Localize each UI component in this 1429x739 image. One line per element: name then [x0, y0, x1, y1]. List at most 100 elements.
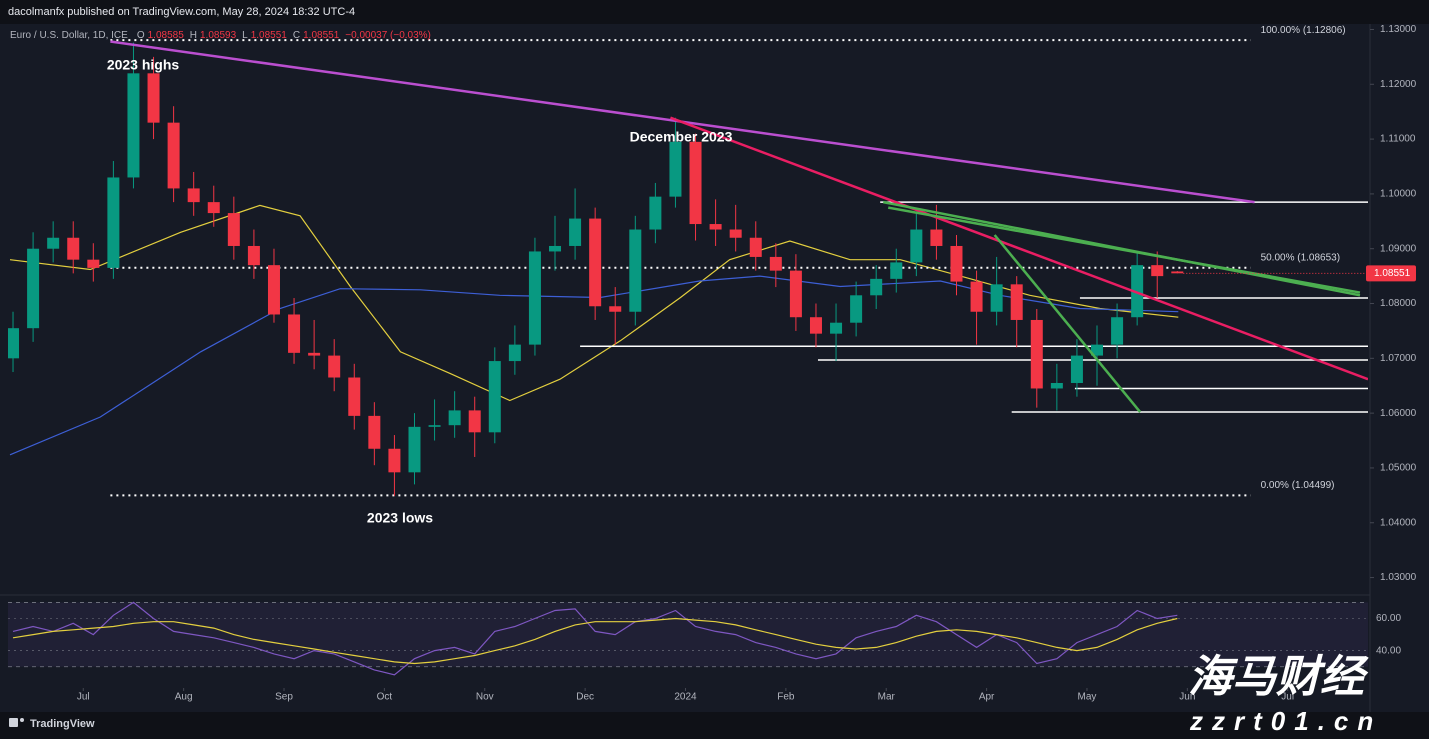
candle-body	[830, 322, 843, 334]
rsi-line	[12, 617, 1178, 665]
candle-body	[8, 328, 20, 359]
candle-body	[428, 425, 441, 427]
candle-body	[167, 122, 180, 189]
fib-label: 100.00% (1.12806)	[1261, 25, 1346, 36]
candle-body	[649, 196, 662, 230]
close-value: 1.08551	[303, 30, 340, 41]
candle-body	[267, 265, 280, 315]
annotation: 2023 highs	[107, 57, 180, 73]
candle-body	[107, 177, 120, 268]
rsi-band	[8, 602, 1368, 667]
open-value: 1.08585	[147, 30, 184, 41]
candle-body	[1151, 265, 1164, 277]
candle-body	[809, 317, 822, 334]
low-value: 1.08551	[250, 30, 287, 41]
price-panel: 100.00% (1.12806) 50.00% (1.08653) 0.00% (…	[8, 25, 1368, 497]
candle-body	[749, 237, 762, 257]
candle-body	[1070, 355, 1083, 383]
change: −0.00037 (−0.03%)	[345, 30, 431, 41]
trendline	[888, 206, 1361, 294]
watermark-url: zzrt01.cn	[1189, 706, 1382, 736]
candle-body	[629, 229, 642, 312]
candle-body	[1050, 382, 1063, 389]
candle-body	[47, 237, 60, 249]
annotation: December 2023	[630, 129, 733, 145]
candle-body	[468, 410, 481, 433]
candle-body	[328, 355, 341, 378]
candle-body	[1030, 319, 1043, 389]
author-line: dacolmanfx published on TradingView.com,…	[8, 6, 356, 18]
candle-body	[789, 270, 802, 318]
high-value: 1.08593	[200, 30, 237, 41]
candle-body	[227, 213, 240, 246]
annotation: 2023 lows	[367, 510, 433, 526]
candle-body	[1010, 284, 1023, 320]
x-tick-label: Feb	[777, 692, 795, 703]
y-tick-label: 1.05000	[1380, 463, 1417, 474]
candle-body	[288, 314, 301, 353]
candle-body	[609, 306, 622, 312]
y-tick-label: 1.13000	[1380, 24, 1417, 35]
x-tick-label: Oct	[377, 692, 393, 703]
candle-body	[127, 73, 140, 178]
candle-body	[488, 361, 501, 433]
candle-body	[850, 295, 863, 323]
candle-body	[67, 237, 80, 260]
footer-bar	[0, 712, 1429, 739]
y-tick-label: 1.09000	[1380, 243, 1417, 254]
y-tick-label: 1.11000	[1380, 134, 1416, 145]
candle-body	[689, 141, 702, 225]
rsi-panel	[8, 601, 1368, 676]
x-tick-label: Mar	[878, 692, 896, 703]
chart-background	[0, 24, 1429, 712]
candle-body	[247, 245, 260, 266]
candle-body	[870, 278, 883, 296]
x-tick-label: Dec	[576, 692, 594, 703]
last-price-box	[1366, 265, 1416, 282]
candle-body	[910, 229, 923, 263]
candle-body	[589, 218, 602, 307]
candle-body	[1091, 344, 1104, 356]
candle-body	[448, 410, 461, 426]
last-price-label: 1.08551	[1374, 268, 1411, 279]
rsi-tick-label: 60.00	[1376, 613, 1401, 624]
x-tick-label: May	[1078, 692, 1097, 703]
candle-body	[207, 202, 220, 214]
high-label: H	[189, 30, 197, 41]
candle-body	[950, 245, 963, 282]
trendline	[993, 234, 1142, 413]
candle-body	[1171, 271, 1184, 274]
watermark-title: 海马财经	[1188, 653, 1369, 702]
candle-body	[1131, 265, 1144, 318]
axes: 1.13000 1.12000 1.11000 1.10000 1.09000 1.080…	[77, 24, 1417, 703]
y-tick-label: 1.06000	[1380, 408, 1417, 419]
candle-body	[890, 262, 903, 279]
x-tick-label: Sep	[275, 692, 293, 703]
fib-label: 50.00% (1.08653)	[1261, 252, 1341, 263]
x-tick-label: 2024	[674, 692, 697, 703]
header-bar: dacolmanfx published on TradingView.com,…	[0, 0, 1429, 24]
x-tick-label: Nov	[476, 692, 494, 703]
rsi-tick-label: 40.00	[1376, 645, 1401, 656]
candle-body	[348, 377, 361, 416]
candle-body	[669, 141, 682, 197]
candle-body	[1111, 317, 1124, 345]
trendline	[669, 116, 1368, 381]
candle-body	[27, 248, 40, 329]
moving-average	[9, 204, 1179, 402]
y-tick-label: 1.12000	[1380, 79, 1417, 90]
open-label: O	[136, 30, 145, 41]
candle-body	[569, 218, 582, 246]
footer-brand: TradingView	[30, 718, 95, 730]
x-tick-label: Apr	[979, 692, 995, 703]
symbol-line: Euro / U.S. Dollar, 1D, ICE O 1.08585 H 1.…	[10, 30, 434, 41]
x-tick-label: Jul	[77, 692, 90, 703]
x-tick-label: Jun	[1179, 692, 1195, 703]
candle-body	[970, 281, 983, 312]
candle-body	[709, 224, 722, 230]
candle-body	[549, 245, 562, 252]
candle-body	[769, 256, 782, 271]
x-tick-label: Aug	[175, 692, 193, 703]
